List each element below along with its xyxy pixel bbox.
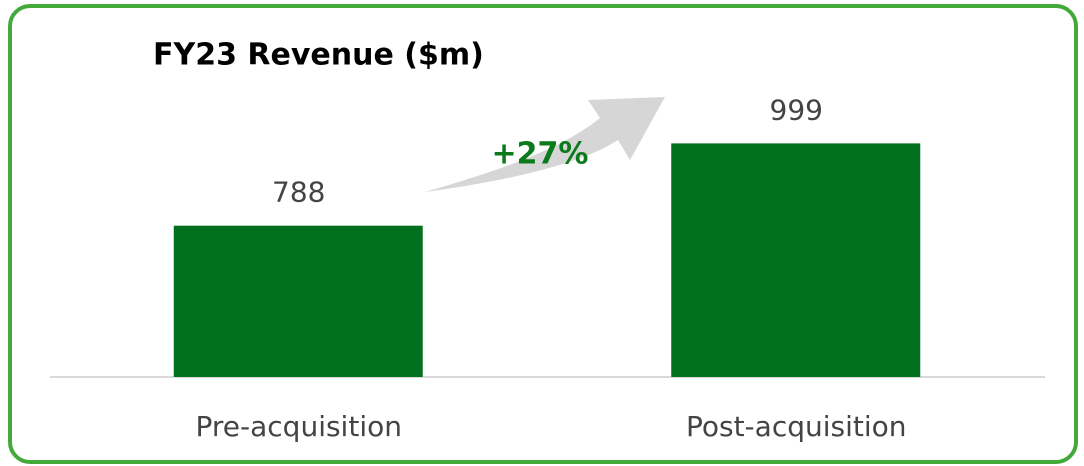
bar [173,225,423,377]
growth-arrow [425,97,665,192]
data-label: 999 [770,93,823,126]
bar [671,143,921,377]
x-tick-label: Post-acquisition [686,410,907,443]
data-label: 788 [272,176,325,209]
growth-annotation: +27% [492,137,589,172]
x-tick-label: Pre-acquisition [196,410,402,443]
chart-title: FY23 Revenue ($m) [153,38,484,73]
